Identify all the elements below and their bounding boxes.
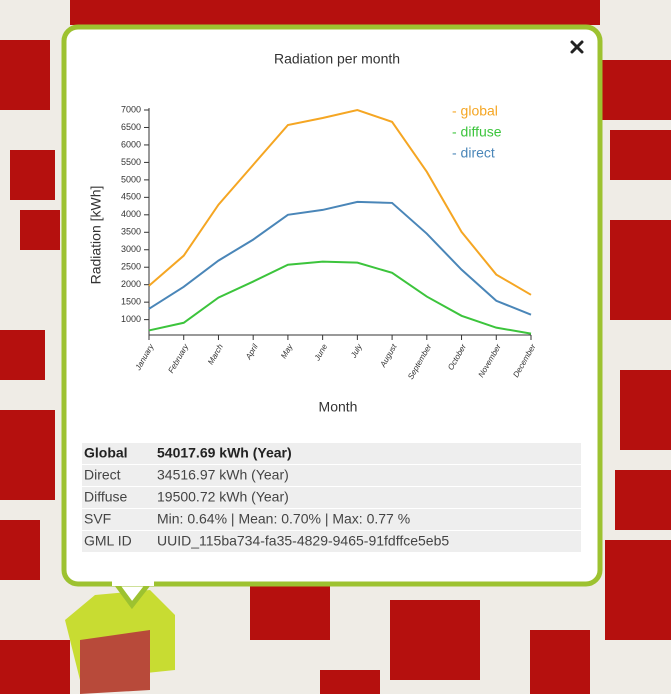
y-tick-label: 6500 bbox=[121, 122, 141, 132]
table-cell: Direct bbox=[84, 467, 121, 483]
y-tick-label: 1500 bbox=[121, 297, 141, 307]
y-tick-label: 3000 bbox=[121, 244, 141, 254]
legend-entry: - direct bbox=[452, 145, 495, 161]
y-tick-label: 2000 bbox=[121, 279, 141, 289]
table-cell: GML ID bbox=[84, 533, 132, 549]
info-table: Global 54017.69 kWh (Year) Direct 34516.97 … bbox=[82, 443, 581, 552]
y-axis-label: Radiation [kWh] bbox=[88, 186, 104, 285]
y-tick-label: 6000 bbox=[121, 139, 141, 149]
table-cell: 34516.97 kWh (Year) bbox=[157, 467, 289, 483]
legend-entry: - global bbox=[452, 103, 498, 119]
chart-title: Radiation per month bbox=[274, 51, 400, 67]
table-cell: Global bbox=[84, 445, 128, 461]
y-tick-label: 3500 bbox=[121, 227, 141, 237]
y-tick-label: 4500 bbox=[121, 192, 141, 202]
table-cell: Min: 0.64% | Mean: 0.70% | Max: 0.77 % bbox=[157, 511, 410, 527]
y-tick-label: 4000 bbox=[121, 209, 141, 219]
y-tick-label: 2500 bbox=[121, 262, 141, 272]
page: Radiation per month Radiation [kWh] Mont… bbox=[0, 0, 671, 694]
pointer-join bbox=[112, 578, 154, 586]
legend-entry: - diffuse bbox=[452, 124, 502, 140]
y-tick-label: 5500 bbox=[121, 157, 141, 167]
y-tick-label: 5000 bbox=[121, 174, 141, 184]
y-tick-label: 7000 bbox=[121, 104, 141, 114]
table-cell: 19500.72 kWh (Year) bbox=[157, 489, 289, 505]
table-cell: 54017.69 kWh (Year) bbox=[157, 445, 292, 461]
x-axis-label: Month bbox=[319, 399, 358, 415]
table-cell: SVF bbox=[84, 511, 111, 527]
screen: Radiation per month Radiation [kWh] Mont… bbox=[0, 0, 671, 694]
table-cell: Diffuse bbox=[84, 489, 128, 505]
table-cell: UUID_115ba734-fa35-4829-9465-91fdffce5eb… bbox=[157, 533, 449, 549]
y-tick-label: 1000 bbox=[121, 314, 141, 324]
